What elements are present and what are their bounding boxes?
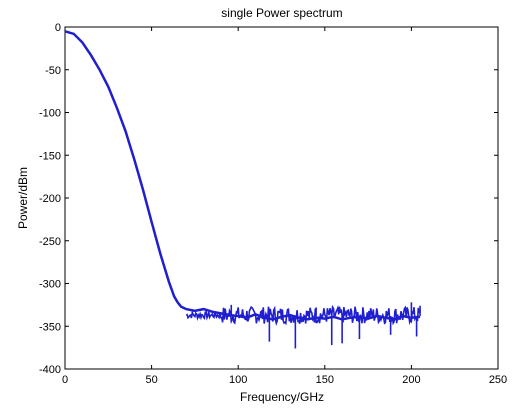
y-tick-label: -250: [39, 236, 61, 248]
x-tick-label: 200: [402, 374, 420, 386]
x-tick-label: 250: [489, 374, 507, 386]
y-tick-label: -150: [39, 150, 61, 162]
y-axis-label: Power/dBm: [16, 167, 30, 229]
x-axis-label: Frequency/GHz: [240, 390, 324, 404]
x-tick-label: 150: [316, 374, 334, 386]
x-tick-label: 50: [145, 374, 157, 386]
x-tick-label: 0: [62, 374, 68, 386]
x-tick-label: 100: [229, 374, 247, 386]
y-tick-label: -50: [45, 65, 61, 77]
series-line: [64, 30, 421, 321]
y-tick-label: -300: [39, 279, 61, 291]
y-tick-label: -100: [39, 108, 61, 120]
y-tick-label: 0: [55, 22, 61, 34]
axis-ticks: 0 50 100 150 200 250 0 -50 -100 -150 -200 -250 -300 -…: [39, 22, 507, 386]
series-line-group: [64, 30, 421, 349]
series-noise: [185, 304, 421, 327]
chart-title: single Power spectrum: [221, 6, 342, 20]
y-tick-label: -400: [39, 364, 61, 376]
y-tick-label: -200: [39, 193, 61, 205]
y-tick-label: -350: [39, 321, 61, 333]
